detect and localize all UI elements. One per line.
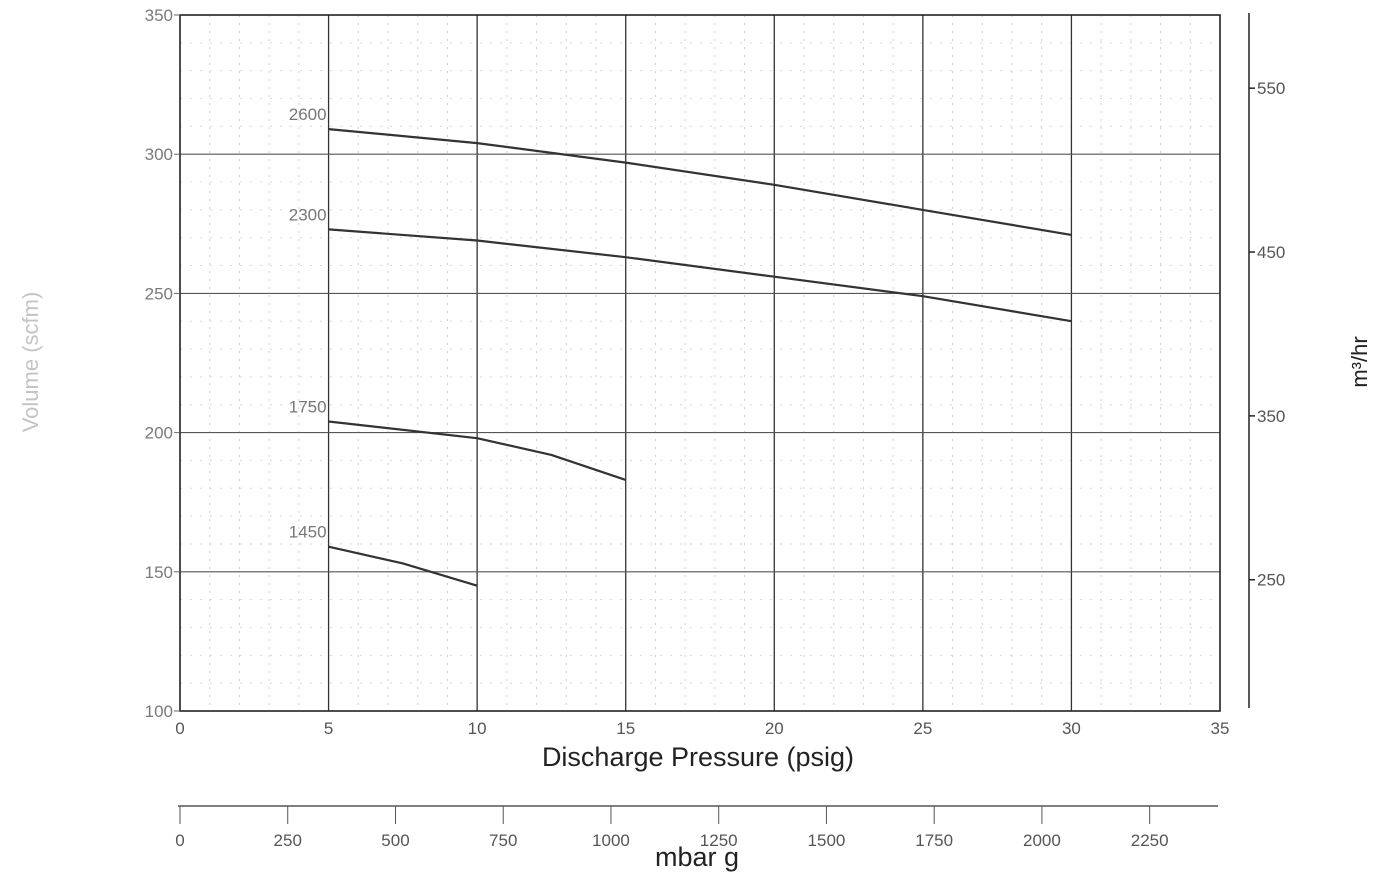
y-tick-label: 100 [145, 702, 173, 721]
secondary-x-axis-title: mbar g [655, 842, 739, 872]
series-line-2600 [328, 128, 1072, 236]
x-tick-label: 20 [765, 719, 784, 738]
secondary-x-tick-label: 0 [175, 831, 184, 850]
secondary-x-tick-label: 2000 [1023, 831, 1061, 850]
y-tick-label: 350 [145, 6, 173, 25]
x-tick-label: 15 [616, 719, 635, 738]
secondary-x-tick-label: 1500 [808, 831, 846, 850]
y-tick-label: 200 [145, 424, 173, 443]
secondary-y-tick-label: 350 [1257, 407, 1285, 426]
secondary-x-tick-label: 1000 [592, 831, 630, 850]
x-tick-label: 10 [468, 719, 487, 738]
secondary-y-tick-label: 250 [1257, 571, 1285, 590]
secondary-y-axis-title: m³/hr [1347, 336, 1372, 387]
grid [180, 15, 1220, 711]
secondary-y-tick-label: 550 [1257, 79, 1285, 98]
series-label-2600: 2600 [289, 105, 327, 124]
x-axis-title: Discharge Pressure (psig) [542, 742, 854, 772]
x-tick-label: 25 [913, 719, 932, 738]
secondary-x-tick-label: 1250 [700, 831, 738, 850]
series-line-1750 [328, 420, 627, 481]
secondary-x-tick-label: 1750 [915, 831, 953, 850]
y-tick-label: 150 [145, 563, 173, 582]
secondary-x-tick-label: 750 [489, 831, 517, 850]
series-label-1450: 1450 [289, 523, 327, 542]
y-tick-label: 250 [145, 284, 173, 303]
series-group: 2600 2300 1750 1450 [289, 105, 1072, 587]
secondary-x-tick-label: 2250 [1131, 831, 1169, 850]
y-tick-label: 300 [145, 145, 173, 164]
series-line-2300 [328, 228, 1072, 323]
series-line-1450 [328, 545, 478, 587]
y-axis-title: Volume (scfm) [18, 292, 43, 433]
plot-frame [179, 14, 1221, 712]
series-label-1750: 1750 [289, 397, 327, 416]
x-tick-label: 30 [1062, 719, 1081, 738]
series-label-2300: 2300 [289, 205, 327, 224]
secondary-y-tick-label: 450 [1257, 243, 1285, 262]
axes: 0 5 10 15 20 25 30 35 100 150 200 250 300 350 250 350 45… [145, 6, 1286, 850]
secondary-x-tick-label: 250 [274, 831, 302, 850]
x-tick-label: 5 [324, 719, 333, 738]
secondary-x-tick-label: 500 [381, 831, 409, 850]
x-tick-label: 35 [1211, 719, 1230, 738]
x-tick-label: 0 [175, 719, 184, 738]
